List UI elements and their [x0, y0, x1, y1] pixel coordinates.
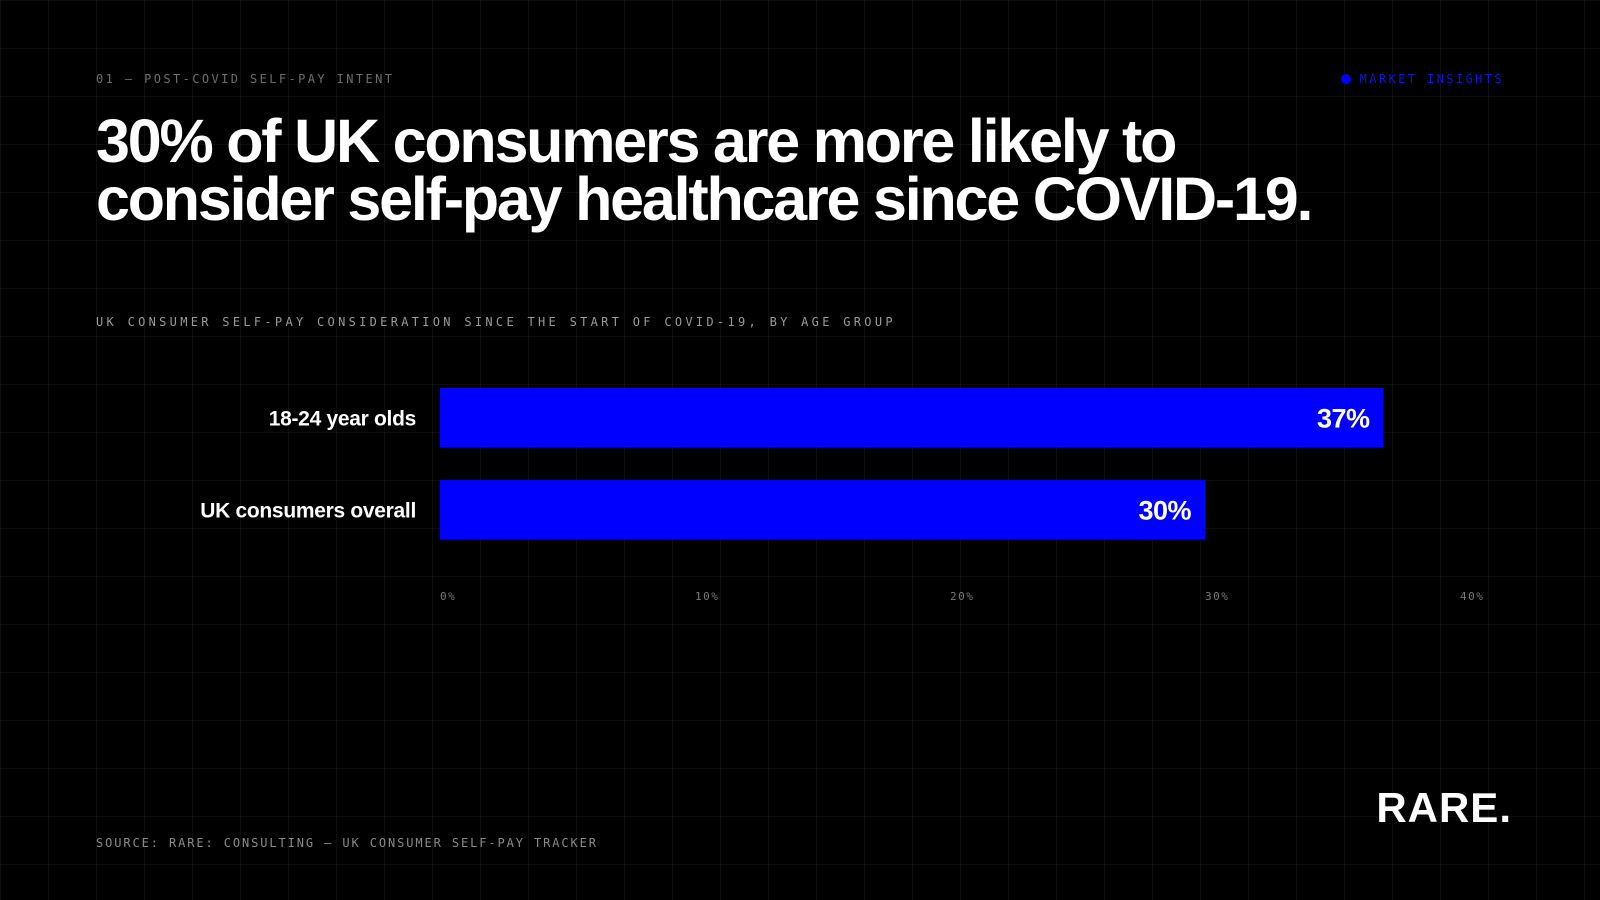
category-tag-label: MARKET INSIGHTS	[1359, 72, 1504, 86]
category-label: 18-24 year olds	[269, 408, 416, 431]
chart-title: UK CONSUMER SELF-PAY CONSIDERATION SINCE…	[96, 315, 896, 329]
x-tick-label: 40%	[1460, 590, 1484, 603]
category-label: UK consumers overall	[200, 500, 416, 523]
data-label: 37%	[1317, 404, 1370, 434]
x-tick-label: 10%	[695, 590, 719, 603]
bar	[440, 388, 1384, 447]
source-note: SOURCE: RARE: CONSULTING — UK CONSUMER S…	[96, 836, 598, 850]
bar	[440, 480, 1205, 539]
headline: 30% of UK consumers are more likely to c…	[96, 107, 1313, 233]
x-tick-label: 30%	[1205, 590, 1229, 603]
category-tag: MARKET INSIGHTS	[1340, 72, 1504, 86]
section-eyebrow: 01 — POST-COVID SELF-PAY INTENT	[96, 72, 395, 86]
x-tick-label: 20%	[950, 590, 974, 603]
brand-logo: RARE.	[1376, 784, 1512, 831]
data-label: 30%	[1138, 496, 1191, 526]
x-tick-label: 0%	[440, 590, 456, 603]
dot-icon	[1340, 74, 1351, 84]
